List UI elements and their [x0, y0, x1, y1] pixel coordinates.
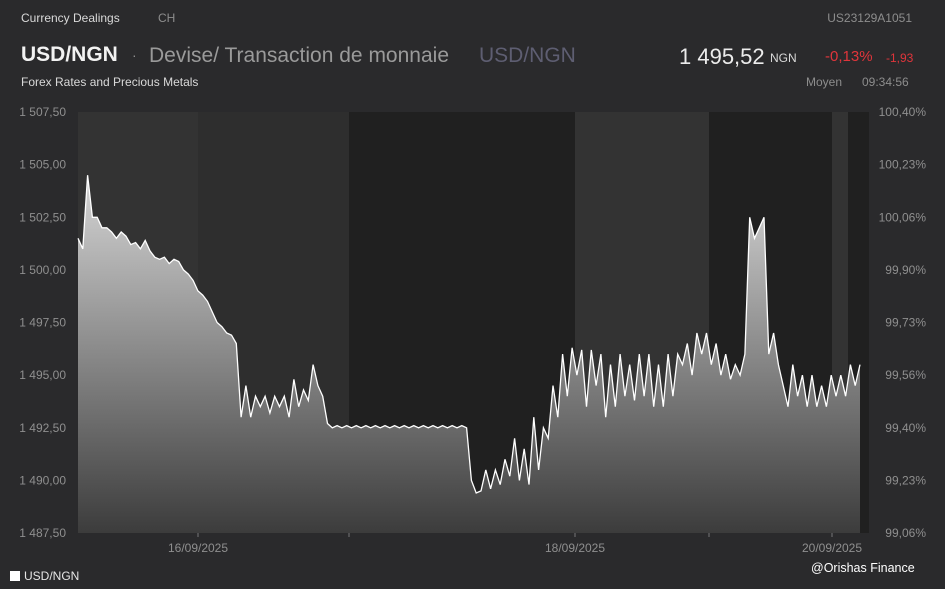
y-left-tick-label: 1 495,00: [19, 368, 66, 382]
y-right-tick-label: 99,06%: [885, 526, 926, 540]
y-axis-left: 1 507,50 1 505,00 1 502,50 1 500,00 1 497,50…: [19, 105, 66, 540]
instrument-symbol: USD/NGN: [21, 43, 118, 66]
x-tick-label: 20/09/2025: [802, 541, 862, 555]
y-left-tick-label: 1 505,00: [19, 158, 66, 172]
y-left-tick-label: 1 490,00: [19, 473, 66, 487]
y-left-tick-label: 1 502,50: [19, 210, 66, 224]
watermark: @Orishas Finance: [811, 561, 915, 575]
isin-code: US23129A1051: [827, 11, 912, 25]
y-left-tick-label: 1 487,50: [19, 526, 66, 540]
x-tick-label: 18/09/2025: [545, 541, 605, 555]
x-axis: 16/09/2025 18/09/2025 20/09/2025: [168, 533, 862, 555]
change-percent: -0,13%: [825, 48, 873, 65]
price-line: [77, 175, 861, 494]
market-code: CH: [158, 11, 176, 25]
y-right-tick-label: 100,06%: [879, 210, 927, 224]
legend-swatch: [10, 571, 20, 581]
x-tick-label: 16/09/2025: [168, 541, 228, 555]
y-right-tick-label: 100,23%: [879, 158, 927, 172]
instrument-category: Forex Rates and Precious Metals: [21, 75, 199, 89]
price-type: Moyen: [806, 75, 843, 89]
y-right-tick-label: 99,73%: [885, 316, 926, 330]
legend-label: USD/NGN: [24, 569, 80, 583]
y-left-tick-label: 1 492,50: [19, 421, 66, 435]
y-right-tick-label: 100,40%: [879, 105, 927, 119]
y-right-tick-label: 99,56%: [885, 368, 926, 382]
y-left-tick-label: 1 497,50: [19, 316, 66, 330]
y-right-tick-label: 99,23%: [885, 473, 926, 487]
price-area: [78, 175, 860, 533]
y-left-tick-label: 1 507,50: [19, 105, 66, 119]
quote-time: 09:34:56: [862, 75, 909, 89]
y-right-tick-label: 99,90%: [885, 263, 926, 277]
app-title: Currency Dealings: [21, 11, 120, 25]
instrument-subtitle: Devise/ Transaction de monnaie: [149, 44, 449, 67]
y-right-tick-label: 99,40%: [885, 421, 926, 435]
y-axis-right: 100,40% 100,23% 100,06% 99,90% 99,73% 99,56% 9…: [879, 105, 927, 540]
y-left-tick-label: 1 500,00: [19, 263, 66, 277]
change-absolute: -1,93: [886, 51, 914, 65]
title-separator: ·: [132, 47, 137, 63]
price-currency: NGN: [770, 51, 797, 65]
last-price: 1 495,52: [679, 44, 765, 69]
instrument-symbol-secondary: USD/NGN: [479, 44, 576, 67]
top-bar: Currency Dealings CH US23129A1051: [0, 0, 945, 36]
chart-legend: USD/NGN: [10, 569, 79, 583]
